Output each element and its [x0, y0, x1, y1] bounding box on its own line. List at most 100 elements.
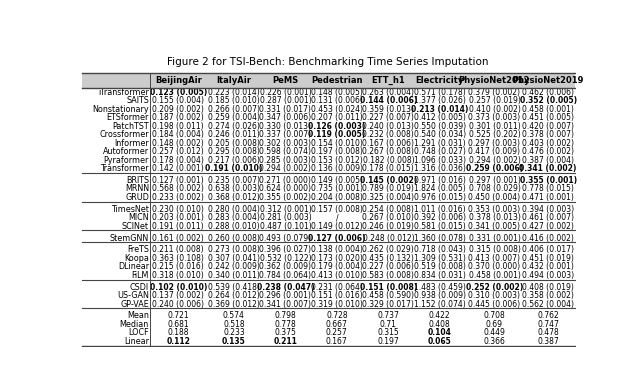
Text: 0.562 (0.004): 0.562 (0.004)	[522, 300, 574, 308]
Text: 0.329 (0.017): 0.329 (0.017)	[362, 300, 414, 308]
Text: 0.387 (0.004): 0.387 (0.004)	[522, 156, 574, 165]
Text: 0.233 (0.002): 0.233 (0.002)	[152, 193, 204, 202]
Text: 0.149 (0.012): 0.149 (0.012)	[311, 222, 363, 231]
Text: 0.369 (0.012): 0.369 (0.012)	[208, 300, 260, 308]
Text: Median: Median	[120, 320, 149, 329]
Text: 0.310 (0.003): 0.310 (0.003)	[468, 291, 520, 300]
Text: ETT_h1: ETT_h1	[371, 76, 405, 85]
Text: 0.285 (0.003): 0.285 (0.003)	[259, 156, 311, 165]
Text: DLinear: DLinear	[118, 262, 149, 271]
Text: 1.824 (0.005): 1.824 (0.005)	[414, 184, 466, 193]
Text: PeMS: PeMS	[273, 76, 298, 85]
Text: 0.167: 0.167	[326, 337, 348, 346]
Text: 0.458 (0.590): 0.458 (0.590)	[362, 291, 414, 300]
Text: 0.178 (0.015): 0.178 (0.015)	[362, 164, 414, 173]
Text: 0.748 (0.027): 0.748 (0.027)	[414, 147, 466, 156]
Text: 0.412 (0.005): 0.412 (0.005)	[414, 113, 466, 122]
Text: 0.681: 0.681	[168, 320, 189, 329]
Text: 0.487 (0.101): 0.487 (0.101)	[260, 222, 311, 231]
Text: 0.231 (0.064): 0.231 (0.064)	[311, 283, 363, 292]
Text: 0.184 (0.004): 0.184 (0.004)	[152, 130, 204, 139]
Text: 0.378 (0.007): 0.378 (0.007)	[522, 130, 574, 139]
Text: 0.315 (0.008): 0.315 (0.008)	[468, 245, 520, 254]
Text: 0.112: 0.112	[166, 337, 190, 346]
Text: 0.211: 0.211	[273, 337, 298, 346]
Text: Mean: Mean	[127, 312, 149, 321]
Text: 0.325 (0.004): 0.325 (0.004)	[362, 193, 414, 202]
Text: 0.238 (0.047): 0.238 (0.047)	[257, 283, 314, 292]
Text: 0.307 (0.041): 0.307 (0.041)	[208, 254, 260, 263]
Text: 0.179 (0.004): 0.179 (0.004)	[311, 262, 363, 271]
Text: 0.358 (0.002): 0.358 (0.002)	[522, 291, 574, 300]
Text: 0.065: 0.065	[428, 337, 452, 346]
Text: 0.518: 0.518	[223, 320, 244, 329]
Text: 0.352 (0.005): 0.352 (0.005)	[520, 96, 577, 105]
Text: Autoformer: Autoformer	[103, 147, 149, 156]
Text: PhysioNet2019: PhysioNet2019	[513, 76, 584, 85]
Text: 0.413 (0.007): 0.413 (0.007)	[468, 254, 520, 263]
Text: 0.834 (0.031): 0.834 (0.031)	[414, 271, 466, 280]
Text: 0.287 (0.001): 0.287 (0.001)	[260, 96, 311, 105]
Text: 0.145 (0.002): 0.145 (0.002)	[360, 176, 417, 185]
Text: SAITS: SAITS	[126, 96, 149, 105]
Text: 0.789 (0.019): 0.789 (0.019)	[362, 184, 414, 193]
Text: 0.355 (0.001): 0.355 (0.001)	[520, 176, 577, 185]
Text: 0.762: 0.762	[538, 312, 559, 321]
Text: Crossformer: Crossformer	[99, 130, 149, 139]
Text: 0.123 (0.005): 0.123 (0.005)	[150, 88, 207, 97]
Text: iTransformer: iTransformer	[98, 88, 149, 97]
Text: 0.240 (0.006): 0.240 (0.006)	[152, 300, 204, 308]
Text: 0.784 (0.064): 0.784 (0.064)	[259, 271, 312, 280]
Text: 0.235 (0.007): 0.235 (0.007)	[208, 176, 260, 185]
Text: 0.257 (0.019): 0.257 (0.019)	[468, 96, 520, 105]
Text: ItalyAir: ItalyAir	[216, 76, 252, 85]
Text: FiLM: FiLM	[132, 271, 149, 280]
Text: 0.574: 0.574	[223, 312, 245, 321]
Text: 0.378 (0.013): 0.378 (0.013)	[468, 213, 520, 222]
Text: 0.420 (0.007): 0.420 (0.007)	[522, 122, 574, 131]
Text: MRNN: MRNN	[125, 184, 149, 193]
Text: 0.581 (0.015): 0.581 (0.015)	[414, 222, 466, 231]
Text: 0.408 (0.019): 0.408 (0.019)	[522, 283, 574, 292]
Text: 0.119 (0.005): 0.119 (0.005)	[308, 130, 365, 139]
Text: 0.198 (0.011): 0.198 (0.011)	[152, 122, 204, 131]
Text: 0.413 (0.010): 0.413 (0.010)	[311, 271, 363, 280]
Text: 0.197 (0.008): 0.197 (0.008)	[311, 147, 363, 156]
Text: 0.532 (0.122): 0.532 (0.122)	[260, 254, 311, 263]
Text: 0.263 (0.004): 0.263 (0.004)	[362, 88, 414, 97]
Text: 0.403 (0.002): 0.403 (0.002)	[522, 139, 574, 148]
Text: 1.377 (0.026): 1.377 (0.026)	[414, 96, 466, 105]
Text: 0.416 (0.002): 0.416 (0.002)	[522, 234, 574, 243]
Text: 1.096 (0.033): 1.096 (0.033)	[414, 156, 466, 165]
Text: Electricity: Electricity	[415, 76, 464, 85]
Text: SCINet: SCINet	[122, 222, 149, 231]
Text: 0.226 (0.001): 0.226 (0.001)	[260, 88, 311, 97]
Text: Transformer: Transformer	[100, 164, 149, 173]
Text: 0.126 (0.003): 0.126 (0.003)	[308, 122, 365, 131]
Text: 0.471 (0.001): 0.471 (0.001)	[522, 193, 574, 202]
Text: 0.223 (0.014): 0.223 (0.014)	[208, 88, 260, 97]
Text: 0.494 (0.003): 0.494 (0.003)	[522, 271, 574, 280]
Text: 0.318 (0.010): 0.318 (0.010)	[152, 271, 204, 280]
Text: 0.971 (0.016): 0.971 (0.016)	[414, 176, 466, 185]
Text: 0.341 (0.007): 0.341 (0.007)	[259, 300, 312, 308]
Text: 0.283 (0.004): 0.283 (0.004)	[208, 213, 260, 222]
Text: 0.450 (0.004): 0.450 (0.004)	[468, 193, 520, 202]
Text: 0.301 (0.011): 0.301 (0.011)	[468, 122, 520, 131]
Text: GP-VAE: GP-VAE	[120, 300, 149, 308]
Text: 0.155 (0.004): 0.155 (0.004)	[152, 96, 204, 105]
Text: BeijingAir: BeijingAir	[155, 76, 202, 85]
Text: 0.721: 0.721	[168, 312, 189, 321]
Text: 0.240 (0.013): 0.240 (0.013)	[362, 122, 414, 131]
Text: 0.191 (0.010): 0.191 (0.010)	[205, 164, 262, 173]
Text: 0.173 (0.020): 0.173 (0.020)	[311, 254, 363, 263]
Text: 0.213 (0.014): 0.213 (0.014)	[411, 105, 468, 114]
Text: 0.410 (0.002): 0.410 (0.002)	[468, 105, 520, 114]
Text: 0.267 (0.008): 0.267 (0.008)	[362, 147, 414, 156]
Text: FreTS: FreTS	[127, 245, 149, 254]
Text: Informer: Informer	[114, 139, 149, 148]
Text: 0.178 (0.004): 0.178 (0.004)	[152, 156, 204, 165]
Text: 0.462 (0.006): 0.462 (0.006)	[522, 88, 574, 97]
Text: 0.296 (0.001): 0.296 (0.001)	[259, 291, 311, 300]
Text: 0.246 (0.019): 0.246 (0.019)	[362, 222, 414, 231]
